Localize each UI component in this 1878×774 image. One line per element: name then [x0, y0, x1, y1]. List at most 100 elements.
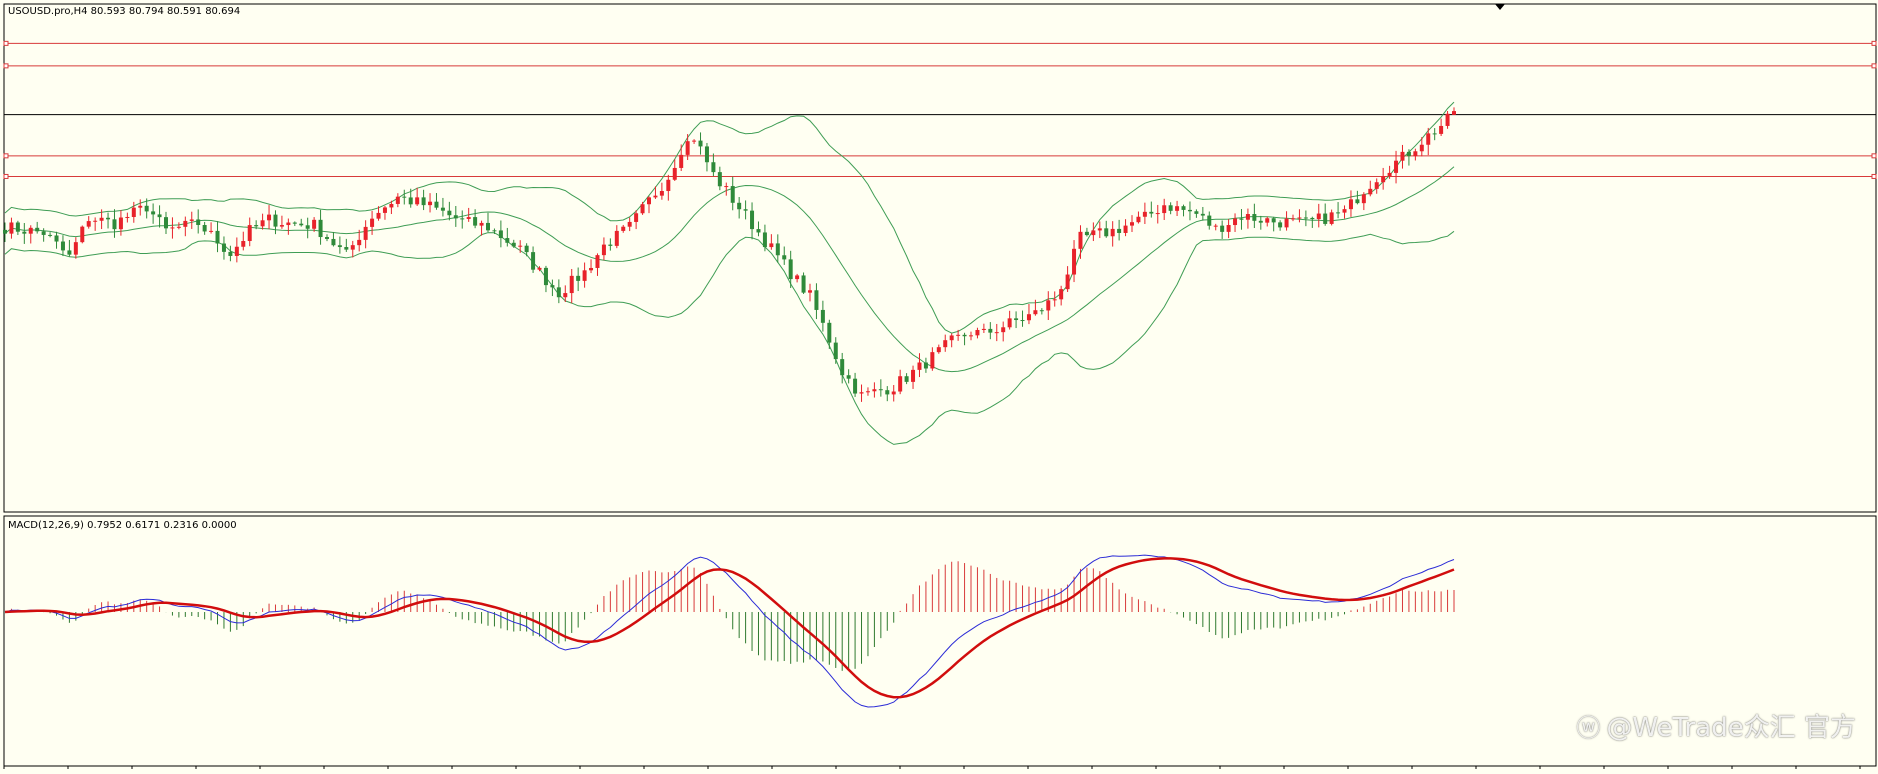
horizontal-levels[interactable] [3, 40, 1877, 179]
candle-body [1052, 299, 1057, 301]
level-handle [3, 153, 9, 159]
candle-body [627, 221, 632, 227]
candle-body [576, 275, 581, 281]
candle-body [1130, 222, 1134, 226]
candle-body [260, 220, 265, 227]
candle-body [1220, 225, 1225, 232]
candle-body [125, 216, 130, 218]
candle-body [711, 162, 716, 173]
candle-body [1439, 125, 1444, 134]
candle-body [221, 243, 226, 252]
candle-body [247, 225, 252, 242]
candle-body [621, 226, 626, 231]
level-handle [1871, 63, 1877, 69]
candle-body [724, 186, 729, 188]
candle-body [569, 275, 574, 294]
candle-body [1387, 172, 1392, 177]
candle-body [415, 197, 420, 205]
candle-body [962, 334, 967, 337]
candle-body [795, 275, 800, 280]
bollinger-lower [4, 230, 1455, 445]
candle-body [1452, 111, 1456, 115]
candle-body [518, 245, 523, 247]
candle-body [215, 230, 220, 244]
candle-body [389, 203, 394, 208]
candle-body [846, 375, 851, 379]
candle-body [1342, 209, 1347, 213]
candle-body [872, 389, 877, 392]
shift-marker [1495, 4, 1505, 10]
candle-body [582, 270, 587, 281]
candle-body [492, 230, 497, 232]
candle-body [1014, 318, 1019, 321]
candle-body [717, 172, 722, 187]
candle-body [1078, 231, 1083, 249]
candle-body [1265, 218, 1270, 223]
candle-body [305, 225, 310, 229]
candle-body [692, 140, 697, 142]
candle-body [1381, 176, 1386, 183]
candle-body [923, 362, 928, 369]
price-pane [3, 3, 1877, 513]
candle-body [434, 201, 439, 208]
candle-body [402, 196, 407, 198]
candle-body [498, 230, 503, 239]
candle-body [202, 224, 207, 232]
candle-body [112, 219, 117, 230]
candle-body [885, 390, 890, 395]
candle-body [743, 209, 748, 211]
candle-body [189, 219, 194, 221]
candle-body [1149, 211, 1154, 214]
candle-body [196, 219, 201, 225]
candle-body [254, 225, 259, 227]
time-axis-ticks [3, 766, 1861, 769]
bollinger-bands [4, 101, 1455, 445]
candle-body [595, 255, 600, 268]
candle-body [1400, 151, 1405, 161]
candle-body [917, 362, 922, 370]
macd-pane [3, 515, 1877, 767]
weibo-icon: ⓦ [1576, 714, 1601, 742]
candle-body [666, 179, 671, 192]
candle-body [930, 352, 935, 369]
candle-body [936, 347, 941, 353]
candle-body [1323, 213, 1328, 224]
candle-body [1097, 228, 1102, 231]
candle-body [1007, 318, 1012, 328]
candle-body [428, 201, 433, 206]
candle-body [131, 207, 136, 217]
candle-body [750, 210, 755, 230]
candle-body [453, 215, 458, 219]
candle-body [1297, 217, 1302, 219]
candle-body [144, 205, 149, 212]
candle-body [988, 328, 993, 333]
candle-body [1239, 218, 1244, 220]
candle-body [486, 222, 490, 231]
candle-body [808, 290, 812, 293]
candle-body [659, 191, 664, 196]
candle-body [93, 220, 98, 222]
candle-body [1348, 199, 1353, 210]
candle-body [769, 243, 774, 248]
candle-body [3, 229, 7, 234]
candle-body [1284, 218, 1289, 228]
macd-lines [4, 554, 1455, 708]
candle-body [505, 238, 510, 243]
candle-body [228, 251, 233, 256]
candle-body [1091, 230, 1096, 236]
candle-body [1207, 215, 1212, 226]
candle-body [1233, 218, 1238, 226]
candle-body [331, 238, 336, 246]
candle-body [151, 211, 156, 215]
candle-body [647, 197, 651, 205]
candle-body [704, 146, 709, 163]
candle-body [344, 247, 349, 250]
candle-body [395, 196, 400, 204]
candle-body [969, 335, 973, 337]
candle-body [601, 244, 606, 256]
candle-body [891, 391, 896, 395]
candle-body [118, 217, 123, 230]
candle-body [634, 213, 639, 222]
